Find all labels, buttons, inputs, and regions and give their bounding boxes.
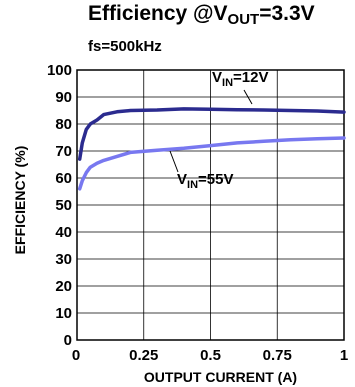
series-line: [77, 107, 346, 161]
title-subscript: OUT: [227, 11, 260, 28]
series-layer: [77, 107, 346, 191]
chart-title: Efficiency @VOUT=3.3V: [88, 2, 315, 28]
x-tick-label: 0.25: [129, 347, 158, 364]
y-tick-label: 70: [55, 143, 72, 160]
series-line: [77, 136, 346, 191]
annotations: VIN=12V VIN=55V: [169, 69, 268, 191]
series-annotation: VIN=55V: [177, 171, 233, 191]
title-prefix: Efficiency @V: [88, 2, 228, 25]
y-tick-label: 20: [55, 278, 72, 295]
x-tick-label: 1: [340, 347, 348, 364]
y-tick-label: 60: [55, 170, 72, 187]
tick-labels: 0 10 20 30 40 50 60 70 80 90 100 0 0.25 0.5 0.75 1: [47, 62, 348, 364]
series-annotation: VIN=12V: [212, 69, 268, 89]
x-axis-label: OUTPUT CURRENT (A): [144, 369, 297, 385]
y-tick-label: 40: [55, 224, 72, 241]
y-tick-label: 80: [55, 116, 72, 133]
y-tick-label: 10: [55, 305, 72, 322]
y-tick-label: 90: [55, 89, 72, 106]
annotation-leader: [169, 150, 179, 173]
y-axis-label: EFFICIENCY (%): [12, 146, 28, 255]
annotation-leader: [243, 89, 253, 105]
y-tick-label: 100: [47, 62, 72, 79]
x-tick-label: 0.5: [200, 347, 221, 364]
x-tick-label: 0.75: [263, 347, 292, 364]
plot-frame: [76, 69, 345, 341]
y-tick-label: 0: [64, 332, 72, 349]
chart-subtitle: fs=500kHz: [88, 38, 162, 55]
x-tick-label: 0: [72, 347, 80, 364]
title-suffix: =3.3V: [259, 2, 315, 25]
y-tick-label: 30: [55, 251, 72, 268]
y-tick-label: 50: [55, 197, 72, 214]
grid: [77, 70, 344, 340]
